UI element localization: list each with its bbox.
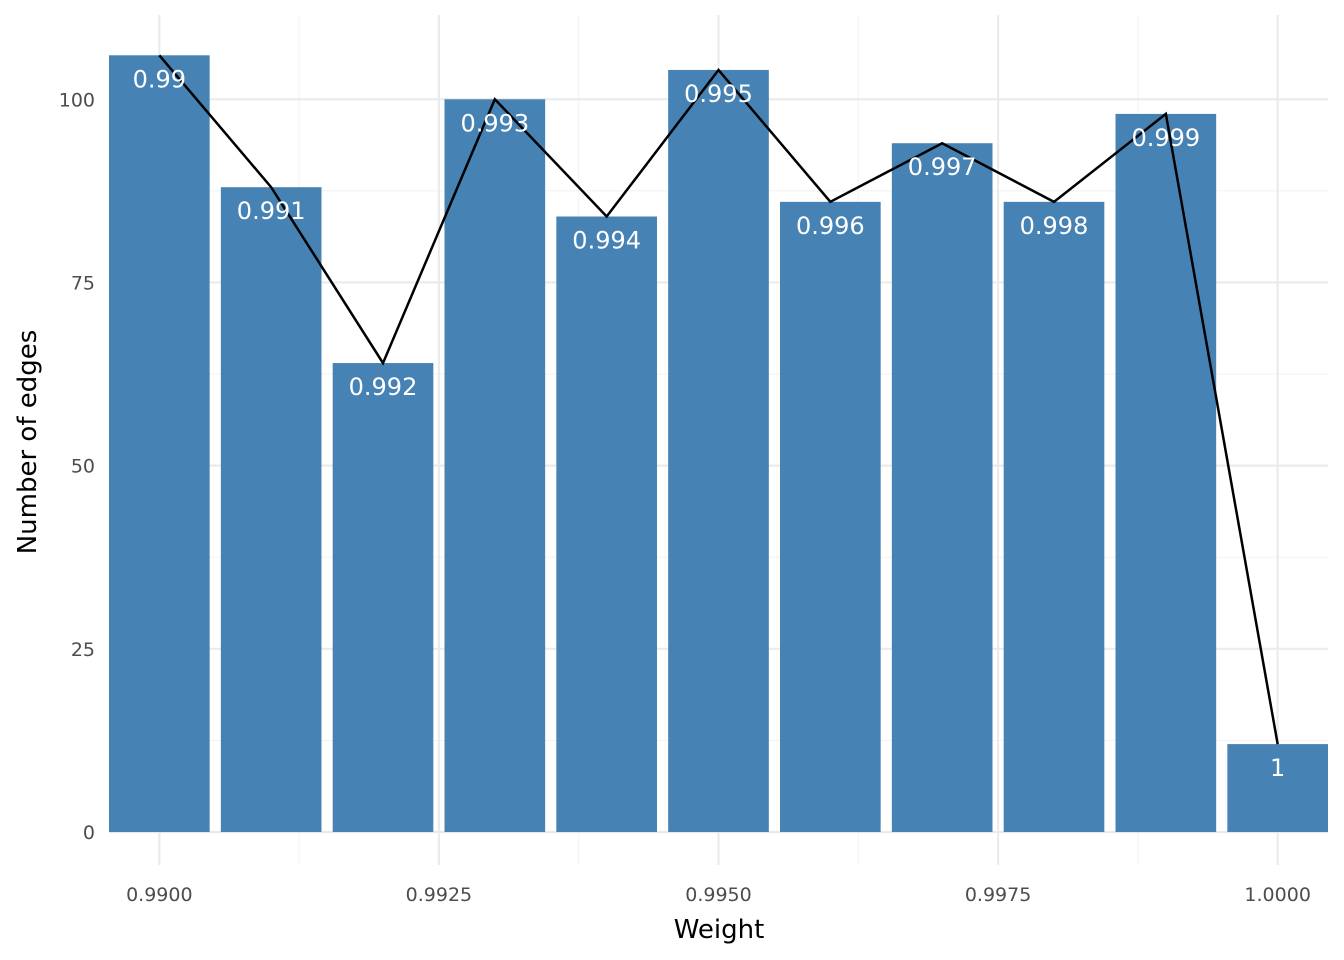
bar-label: 0.997 [908,153,977,181]
bar [220,187,322,833]
bar-label: 0.995 [684,80,753,108]
bar [1227,744,1328,833]
y-axis-title: Number of edges [13,330,43,555]
y-tick-label: 100 [59,89,95,111]
y-tick-label: 25 [71,639,95,661]
bar-label: 0.991 [237,197,306,225]
x-tick-label: 0.9900 [126,884,192,906]
y-axis-ticks: 0 25 50 75 100 [59,89,95,844]
x-tick-label: 0.9950 [685,884,751,906]
x-axis-title: Weight [674,915,765,945]
bar-labels: 0.99 0.991 0.992 0.993 0.994 0.995 0.996 0.997 0… [133,65,1286,782]
y-tick-label: 0 [83,822,95,844]
bar-label: 0.999 [1131,124,1200,152]
x-tick-label: 0.9925 [406,884,472,906]
bar-label: 0.992 [349,373,418,401]
bar [332,363,434,833]
x-tick-label: 0.9975 [965,884,1031,906]
trend-line-layer [158,54,1279,745]
bar-label: 0.994 [572,227,641,255]
bar [891,143,993,833]
bar-label: 0.99 [133,65,186,93]
trend-line [158,54,1279,745]
y-tick-label: 50 [71,456,95,478]
y-tick-label: 75 [71,272,95,294]
bars [109,55,1328,833]
bar [109,55,210,833]
bar-label: 1 [1270,754,1285,782]
bar [1115,113,1217,833]
bar [1003,201,1105,833]
bar [556,216,657,833]
x-axis-ticks: 0.9900 0.9925 0.9950 0.9975 1.0000 [126,884,1311,906]
bar [444,99,546,833]
bar-label: 0.993 [460,109,529,137]
bar [780,201,881,833]
x-tick-label: 1.0000 [1244,884,1310,906]
bar-label: 0.996 [796,212,865,240]
bar [668,69,769,833]
bar-label: 0.998 [1020,212,1089,240]
